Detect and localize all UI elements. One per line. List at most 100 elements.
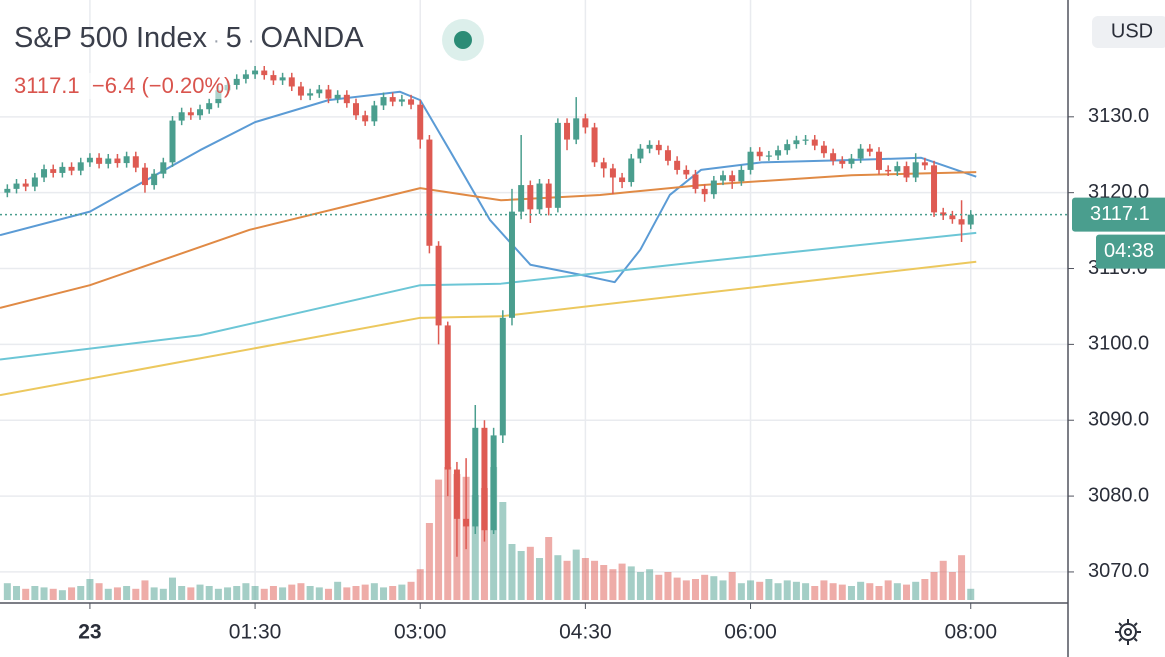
candle-body xyxy=(206,103,213,110)
candle-body xyxy=(628,158,635,183)
volume-bar xyxy=(783,580,791,600)
volume-bar xyxy=(930,572,938,600)
candle-body xyxy=(343,94,350,104)
candle-body xyxy=(325,89,332,99)
volume-bar xyxy=(58,590,66,600)
candle-body xyxy=(564,122,571,140)
volume-bar xyxy=(68,587,76,600)
volume-bar xyxy=(150,587,158,600)
candle-body xyxy=(417,104,424,140)
candle-body xyxy=(187,112,194,116)
volume-bar xyxy=(242,583,250,600)
volume-bar xyxy=(224,587,232,600)
x-tick-label: 06:00 xyxy=(724,621,777,644)
volume-bar xyxy=(334,581,342,600)
volume-bar xyxy=(508,544,516,600)
volume-bar xyxy=(398,584,406,600)
candle-body xyxy=(151,173,158,186)
candle-body xyxy=(738,169,745,182)
volume-bar xyxy=(618,563,626,600)
candle-body xyxy=(307,93,314,96)
candle-body xyxy=(288,77,295,87)
candle-body xyxy=(197,109,204,116)
candle-body xyxy=(912,162,919,178)
candle-body xyxy=(518,185,525,212)
volume-bar xyxy=(159,588,167,600)
volume-bar xyxy=(3,583,11,600)
volume-bar xyxy=(168,577,176,600)
status-dot xyxy=(454,31,472,49)
candle-body xyxy=(683,169,690,175)
volume-bar xyxy=(838,584,846,600)
y-tick-label: 3120.0 xyxy=(1088,181,1149,203)
volume-bar xyxy=(444,467,452,600)
candle-body xyxy=(940,212,947,216)
currency-box[interactable] xyxy=(1092,16,1165,48)
candle-body xyxy=(380,97,387,106)
volume-bar xyxy=(903,584,911,600)
candle-body xyxy=(903,166,910,178)
candle-body xyxy=(729,175,736,182)
volume-bar xyxy=(132,588,140,600)
volume-bar xyxy=(802,583,810,600)
candle-body xyxy=(646,144,653,149)
volume-bar xyxy=(480,488,488,600)
volume-bar xyxy=(269,586,277,600)
volume-bar xyxy=(40,587,48,600)
candle-body xyxy=(490,435,497,531)
volume-bar xyxy=(774,583,782,600)
candle-body xyxy=(105,158,112,164)
volume-bar xyxy=(306,586,314,600)
candle-body xyxy=(875,151,882,170)
volume-bar xyxy=(939,560,947,600)
volume-bar xyxy=(370,583,378,600)
volume-bar xyxy=(554,555,562,600)
volume-bar xyxy=(407,581,415,600)
x-tick-label: 04:30 xyxy=(559,621,612,644)
volume-bar xyxy=(591,560,599,600)
volume-bar xyxy=(893,583,901,600)
volume-bar xyxy=(581,558,589,600)
candle-body xyxy=(775,150,782,156)
source: OANDA xyxy=(260,22,364,54)
candle-body xyxy=(931,165,938,213)
volume-bar xyxy=(389,586,397,600)
candle-body xyxy=(444,325,451,470)
candle-body xyxy=(885,169,892,172)
change: −6.4 xyxy=(91,73,136,98)
candle-body xyxy=(573,118,580,140)
interval: 5 xyxy=(225,22,242,54)
candle-body xyxy=(4,188,11,193)
volume-bar xyxy=(123,586,131,600)
candle-body xyxy=(141,167,148,186)
volume-bar xyxy=(113,587,121,600)
volume-bar xyxy=(77,586,85,600)
volume-bar xyxy=(95,583,103,600)
volume-bar xyxy=(609,569,617,600)
volume-bar xyxy=(380,587,388,600)
price-line: 3117.1 −6.4 (−0.20%) xyxy=(14,73,232,99)
last-price: 3117.1 xyxy=(14,73,80,98)
candle-body xyxy=(389,97,396,102)
volume-bar xyxy=(563,560,571,600)
settings-icon[interactable] xyxy=(1115,619,1141,645)
volume-bar xyxy=(297,583,305,600)
volume-bar xyxy=(747,580,755,600)
y-tick-label: 3090.0 xyxy=(1088,409,1149,431)
candle-body xyxy=(591,127,598,163)
moving-average xyxy=(0,171,977,309)
candle-body xyxy=(720,175,727,181)
volume-bar xyxy=(49,588,57,600)
volume-bar xyxy=(526,546,534,600)
volume-bar xyxy=(691,579,699,600)
volume-bar xyxy=(857,581,865,600)
candle-body xyxy=(848,158,855,164)
volume-bar xyxy=(214,588,222,600)
candle-body xyxy=(132,156,139,168)
candle-body xyxy=(655,144,662,151)
candle-body xyxy=(233,78,240,85)
volume-bar xyxy=(719,580,727,600)
candle-body xyxy=(921,162,928,166)
candle-body xyxy=(261,70,268,76)
